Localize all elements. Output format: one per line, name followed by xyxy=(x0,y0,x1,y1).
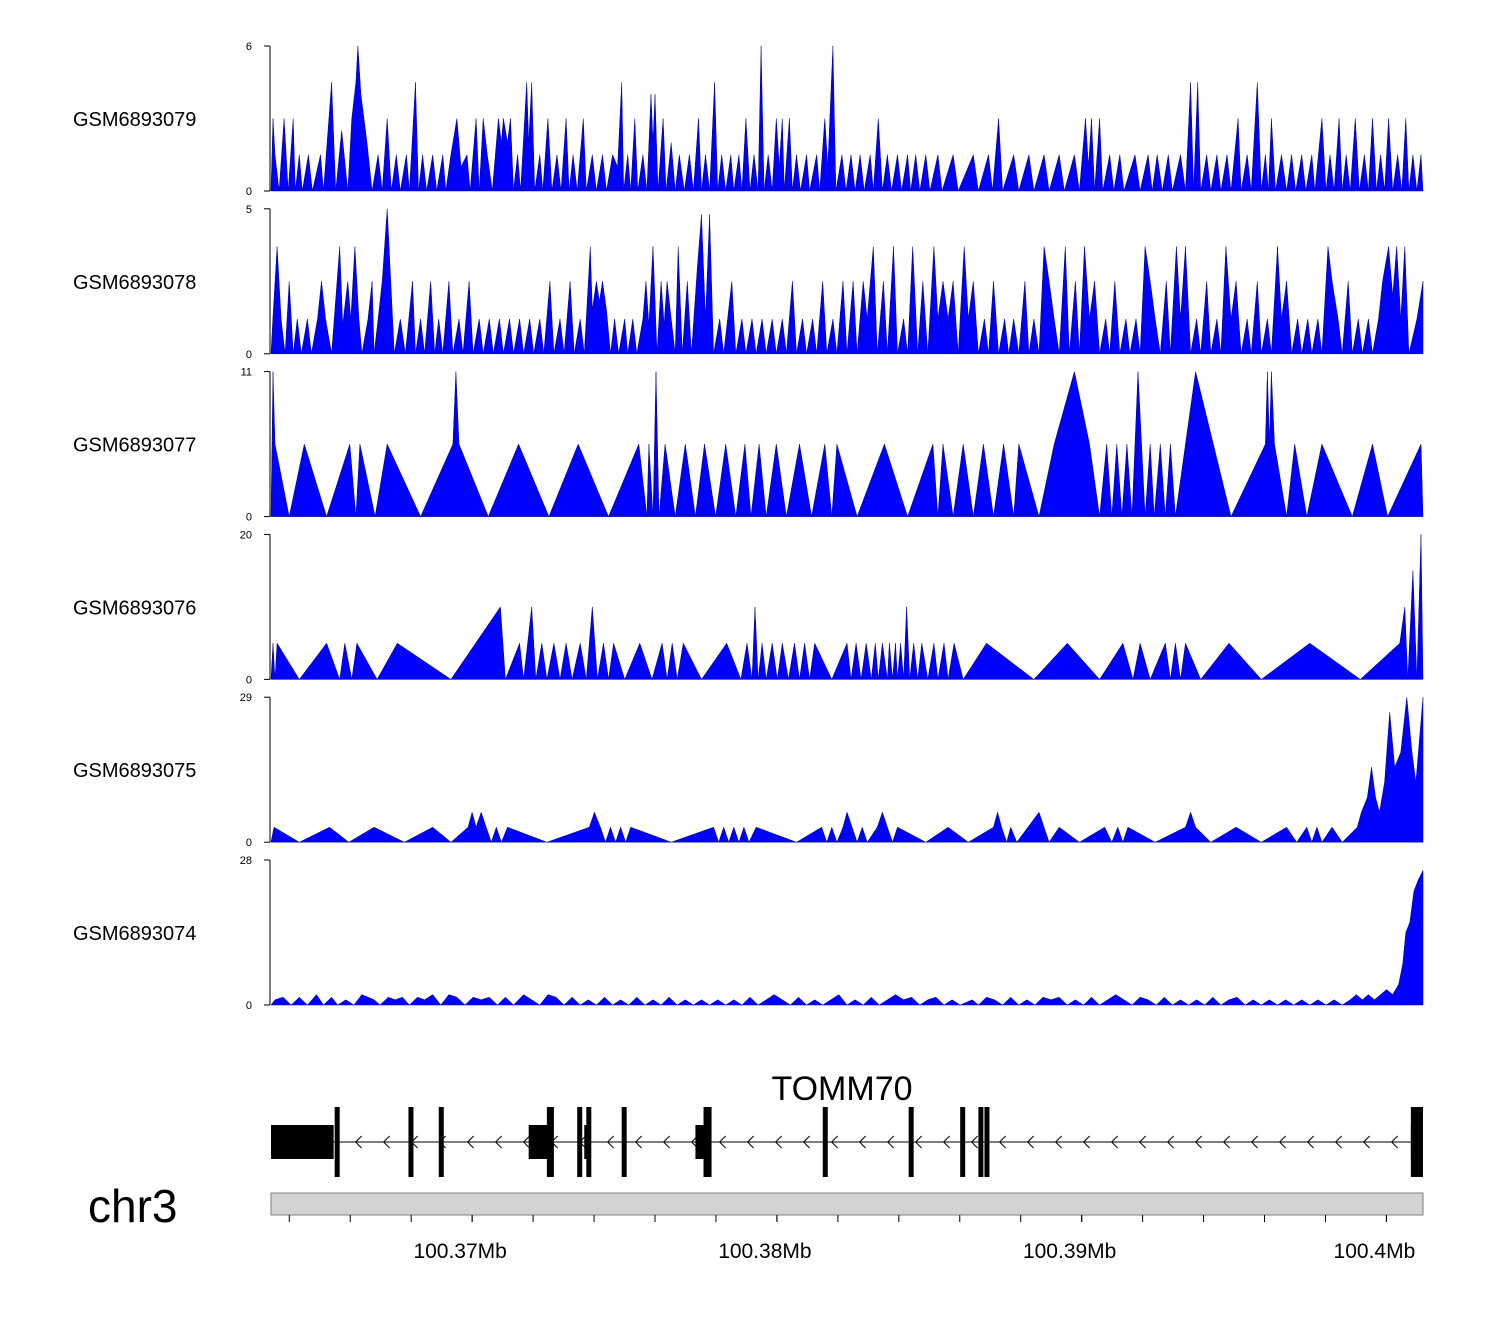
strand-arrow xyxy=(1026,1135,1035,1149)
strand-arrow xyxy=(1194,1135,1203,1149)
exon-marker xyxy=(978,1107,984,1177)
gene-model xyxy=(271,1107,1423,1177)
exon-block xyxy=(271,1125,334,1159)
track-GSM6893077: GSM6893077 11 0 xyxy=(73,367,1424,524)
track-label: GSM6893074 xyxy=(73,923,196,945)
axis-tick-label: 100.4Mb xyxy=(1334,1240,1416,1263)
axis-ticks: 100.37Mb 100.38Mb 100.39Mb 100.4Mb xyxy=(288,1215,1416,1263)
track-label: GSM6893077 xyxy=(73,435,196,457)
exon-marker xyxy=(577,1107,583,1177)
strand-arrow xyxy=(1250,1135,1259,1149)
track-label: GSM6893075 xyxy=(73,760,196,782)
track-GSM6893078: GSM6893078 5 0 xyxy=(73,204,1424,361)
strand-arrow xyxy=(606,1135,615,1149)
y-max-label: 6 xyxy=(246,41,252,53)
strand-arrow xyxy=(942,1135,951,1149)
strand-arrow xyxy=(1110,1135,1119,1149)
strand-arrow xyxy=(1362,1135,1371,1149)
track-label: GSM6893076 xyxy=(73,597,196,619)
axis-tick-label: 100.39Mb xyxy=(1023,1240,1116,1263)
strand-arrow xyxy=(914,1135,923,1149)
coverage-area xyxy=(270,208,1424,355)
gene-name-label: TOMM70 xyxy=(771,1070,912,1108)
exon-marker xyxy=(960,1107,966,1177)
genome-axis: chr3 100.37Mb 100.38Mb 100.39Mb 100.4Mb xyxy=(88,1180,1424,1263)
strand-arrow xyxy=(746,1135,755,1149)
strand-arrow xyxy=(802,1135,811,1149)
coverage-tracks: GSM689307960GSM689307850GSM6893077110GSM… xyxy=(73,41,1424,1012)
strand-arrow xyxy=(1138,1135,1147,1149)
y-max-label: 5 xyxy=(246,204,252,216)
strand-arrow xyxy=(1082,1135,1091,1149)
strand-arrow xyxy=(998,1135,1007,1149)
strand-arrow xyxy=(774,1135,783,1149)
coverage-area xyxy=(270,534,1424,681)
track-label: GSM6893078 xyxy=(73,272,196,294)
strand-arrow xyxy=(858,1135,867,1149)
exon-block xyxy=(528,1125,549,1159)
exon-marker xyxy=(546,1107,552,1177)
strand-arrow xyxy=(494,1135,503,1149)
strand-arrow xyxy=(886,1135,895,1149)
exon-marker xyxy=(438,1107,444,1177)
exon-marker xyxy=(586,1107,592,1177)
exon-marker xyxy=(1417,1107,1423,1177)
exon-marker xyxy=(334,1107,340,1177)
y-max-label: 28 xyxy=(240,855,252,867)
strand-arrow xyxy=(970,1135,979,1149)
axis-tick-label: 100.37Mb xyxy=(413,1240,506,1263)
strand-arrow xyxy=(1306,1135,1315,1149)
exon-marker xyxy=(908,1107,914,1177)
chromosome-ideogram-bar xyxy=(270,1192,1424,1216)
strand-arrow xyxy=(522,1135,531,1149)
strand-arrow xyxy=(1390,1135,1399,1149)
exon-marker xyxy=(408,1107,414,1177)
track-GSM6893076: GSM6893076 20 0 xyxy=(73,529,1424,686)
strand-arrow xyxy=(382,1135,391,1149)
strand-arrow xyxy=(718,1135,727,1149)
exon-marker xyxy=(1410,1107,1420,1177)
track-label: GSM6893079 xyxy=(73,109,196,131)
strand-arrow xyxy=(1278,1135,1287,1149)
track-GSM6893079: GSM6893079 6 0 xyxy=(73,41,1424,198)
coverage-area xyxy=(270,697,1424,844)
exon-block xyxy=(584,1125,589,1159)
y-min-label: 0 xyxy=(246,1000,252,1012)
gene-model-track: TOMM70 xyxy=(271,1070,1423,1177)
y-max-label: 11 xyxy=(241,367,252,379)
exon-block xyxy=(695,1125,706,1159)
axis-tick-label: 100.38Mb xyxy=(718,1240,811,1263)
exon-marker xyxy=(984,1107,990,1177)
y-max-label: 29 xyxy=(240,692,252,704)
strand-arrow xyxy=(1054,1135,1063,1149)
y-max-label: 20 xyxy=(240,529,252,541)
track-GSM6893074: GSM6893074 28 0 xyxy=(73,855,1424,1012)
coverage-area xyxy=(270,371,1424,518)
exon-marker xyxy=(703,1107,709,1177)
y-min-label: 0 xyxy=(246,674,252,686)
strand-arrow xyxy=(1222,1135,1231,1149)
strand-arrow xyxy=(1334,1135,1343,1149)
exon-marker xyxy=(706,1107,712,1177)
strand-arrow xyxy=(830,1135,839,1149)
strand-arrow xyxy=(354,1135,363,1149)
strand-arrow xyxy=(1166,1135,1175,1149)
track-GSM6893075: GSM6893075 29 0 xyxy=(73,692,1424,849)
y-min-label: 0 xyxy=(246,186,252,198)
exon-marker xyxy=(822,1107,828,1177)
chromosome-label: chr3 xyxy=(88,1180,177,1232)
y-min-label: 0 xyxy=(246,512,252,524)
coverage-area xyxy=(270,870,1424,1006)
y-min-label: 0 xyxy=(246,837,252,849)
strand-arrow xyxy=(466,1135,475,1149)
coverage-area xyxy=(270,45,1424,192)
y-min-label: 0 xyxy=(246,349,252,361)
strand-arrow xyxy=(634,1135,643,1149)
strand-arrow xyxy=(662,1135,671,1149)
exon-marker xyxy=(621,1107,627,1177)
